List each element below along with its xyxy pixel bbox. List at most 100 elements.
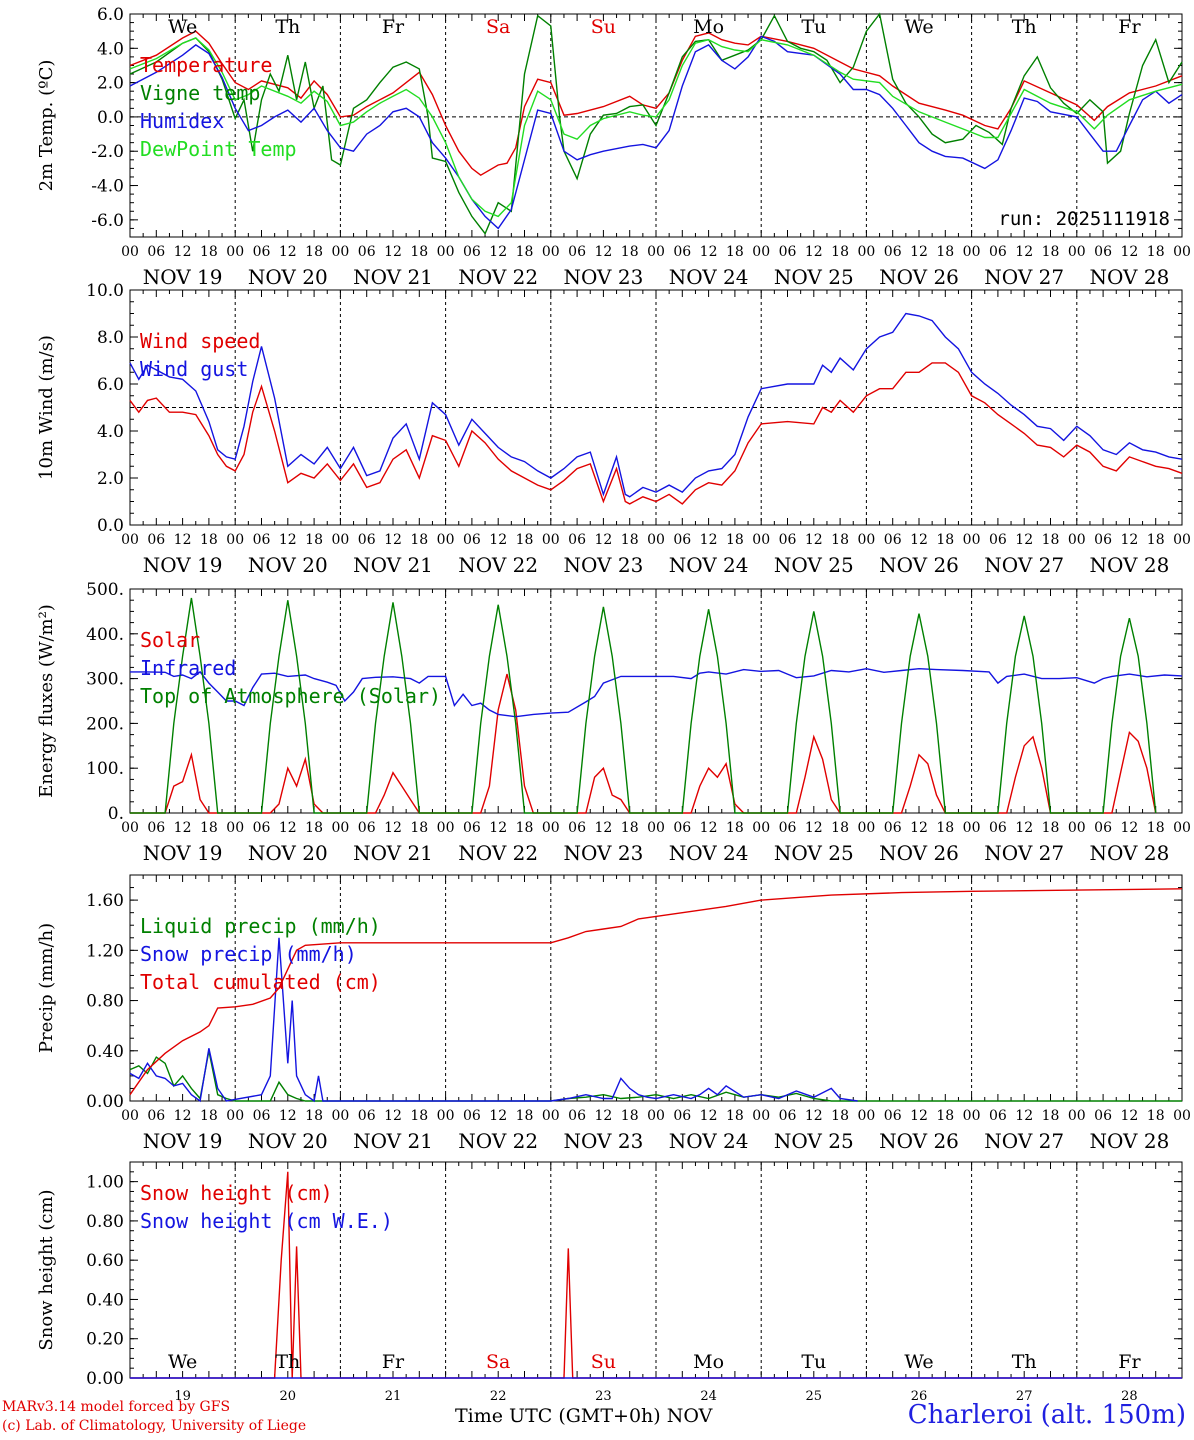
model-label: MARv3.14 model forced by GFS [2, 1399, 231, 1415]
hour-tick-label: 18 [305, 532, 323, 548]
hour-tick-label: 06 [989, 820, 1007, 836]
day-number-label: 26 [911, 1389, 928, 1404]
legend-item: Snow height (cm) [140, 1181, 333, 1205]
hour-tick-label: 00 [857, 532, 875, 548]
hour-tick-label: 12 [1015, 532, 1033, 548]
hour-tick-label: 00 [1068, 244, 1086, 260]
weekday-label: Su [591, 16, 616, 38]
weekday-label: Th [1012, 16, 1037, 38]
hour-tick-label: 06 [358, 820, 376, 836]
time-axis-label: Time UTC (GMT+0h) [455, 1405, 661, 1427]
hour-tick-label: 12 [384, 820, 402, 836]
hour-tick-label: 12 [1120, 244, 1138, 260]
series-line-snow-height-cm- [130, 1171, 1182, 1379]
date-label: NOV 26 [879, 841, 959, 865]
hour-tick-label: 00 [1068, 1108, 1086, 1124]
hour-tick-label: 00 [437, 244, 455, 260]
weekday-label: Tu [801, 1351, 826, 1373]
y-tick-label: 0.80 [86, 992, 124, 1012]
hour-tick-label: 00 [542, 1108, 560, 1124]
hour-tick-label: 06 [673, 532, 691, 548]
date-label: NOV 23 [564, 1129, 644, 1153]
hour-tick-label: 06 [779, 532, 797, 548]
hour-tick-label: 06 [1094, 1108, 1112, 1124]
date-label: NOV 28 [1090, 265, 1170, 289]
hour-tick-label: 06 [463, 244, 481, 260]
hour-tick-label: 00 [121, 820, 139, 836]
hour-tick-label: 00 [1068, 820, 1086, 836]
hour-tick-label: 12 [489, 244, 507, 260]
hour-tick-label: 12 [1015, 1108, 1033, 1124]
hour-tick-label: 00 [226, 244, 244, 260]
legend-item: Solar [140, 628, 200, 652]
hour-tick-label: 12 [700, 532, 718, 548]
hour-tick-label: 12 [594, 820, 612, 836]
hour-tick-label: 06 [463, 532, 481, 548]
legend-item: DewPoint Temp [140, 137, 297, 161]
hour-tick-label: 06 [147, 820, 165, 836]
hour-tick-label: 12 [594, 532, 612, 548]
hour-tick-label: 12 [805, 1108, 823, 1124]
y-tick-label: 0.00 [86, 1092, 124, 1112]
day-number-label: 21 [385, 1389, 402, 1404]
day-number-label: 23 [595, 1389, 612, 1404]
hour-tick-label: 00 [226, 1108, 244, 1124]
hour-tick-label: 06 [1094, 532, 1112, 548]
series-line-dewpoint-temp [129, 37, 1183, 218]
y-tick-label: 400. [86, 625, 124, 645]
hour-tick-label: 12 [805, 532, 823, 548]
hour-tick-label: 18 [1147, 820, 1165, 836]
hour-tick-label: 12 [700, 244, 718, 260]
y-tick-label: 1.60 [86, 891, 124, 911]
hour-tick-label: 12 [805, 244, 823, 260]
hour-tick-label: 06 [358, 532, 376, 548]
legend-item: Vigne temp [140, 81, 260, 105]
hour-tick-label: 00 [963, 244, 981, 260]
hour-tick-label: 12 [1120, 532, 1138, 548]
hour-tick-label: 12 [805, 820, 823, 836]
hour-tick-label: 12 [910, 820, 928, 836]
panel-temp: 6.0 4.0 2.0 0.0 -2.0 -4.0 -6.0 2m Temp. (ºC) Tem… [36, 5, 1191, 289]
hour-tick-label: 12 [174, 244, 192, 260]
date-label: NOV 26 [879, 1129, 959, 1153]
series-line-snow-precip-mm-h- [129, 937, 858, 1103]
date-label: NOV 19 [143, 841, 223, 865]
hour-tick-label: 18 [936, 1108, 954, 1124]
date-label: NOV 24 [669, 841, 749, 865]
hour-tick-label: 12 [489, 532, 507, 548]
panel-snow: 0.00 0.20 0.40 0.60 0.80 1.00 Snow height (cm)… [36, 1161, 1183, 1404]
hour-tick-label: 18 [1042, 1108, 1060, 1124]
hour-tick-label: 06 [673, 1108, 691, 1124]
weekday-label: We [168, 1351, 197, 1373]
hour-tick-label: 00 [542, 244, 560, 260]
weekday-label: Th [275, 16, 300, 38]
hour-tick-label: 18 [621, 244, 639, 260]
hour-tick-label: 00 [752, 1108, 770, 1124]
date-label: NOV 23 [564, 553, 644, 577]
hour-tick-label: 06 [147, 1108, 165, 1124]
hour-tick-label: 18 [200, 1108, 218, 1124]
y-axis-label: Precip (mm/h) [36, 923, 57, 1053]
hour-tick-label: 00 [647, 244, 665, 260]
y-tick-label: 0.40 [86, 1042, 124, 1062]
hour-tick-label: 06 [568, 244, 586, 260]
date-label: NOV 22 [458, 841, 538, 865]
hour-tick-label: 06 [253, 532, 271, 548]
date-label: NOV 19 [143, 1129, 223, 1153]
hour-tick-label: 00 [1068, 532, 1086, 548]
y-tick-label: -6.0 [91, 211, 124, 231]
date-label: NOV 28 [1090, 1129, 1170, 1153]
weekday-label: Tu [801, 16, 826, 38]
day-number-label: 19 [174, 1389, 191, 1404]
legend-item: Wind speed [140, 329, 260, 353]
hour-tick-label: 06 [779, 820, 797, 836]
hour-tick-label: 00 [1173, 820, 1191, 836]
date-label: NOV 27 [984, 265, 1064, 289]
hour-tick-label: 00 [647, 1108, 665, 1124]
hour-tick-label: 18 [516, 532, 534, 548]
y-tick-label: 4.0 [97, 39, 124, 59]
hour-tick-label: 00 [752, 820, 770, 836]
legend-item: Total cumulated (cm) [140, 970, 381, 994]
y-tick-label: 200. [86, 714, 124, 734]
y-tick-label: 4.0 [97, 422, 124, 442]
